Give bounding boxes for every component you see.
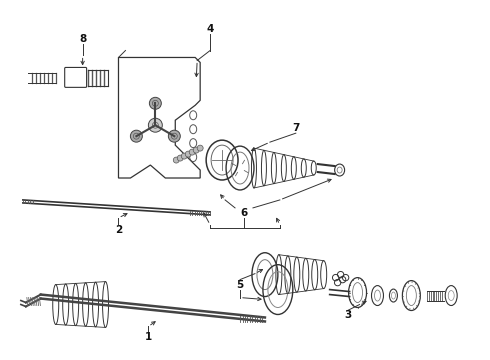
Circle shape [130, 130, 143, 142]
Text: 5: 5 [236, 280, 244, 289]
Text: 8: 8 [79, 33, 86, 44]
Circle shape [181, 153, 187, 159]
Text: 7: 7 [292, 123, 299, 133]
Circle shape [189, 149, 195, 155]
Circle shape [149, 97, 161, 109]
Circle shape [197, 145, 203, 151]
Text: 2: 2 [115, 225, 122, 235]
Text: 4: 4 [206, 24, 214, 33]
Text: 6: 6 [241, 208, 247, 218]
Text: 1: 1 [145, 332, 152, 342]
Circle shape [185, 151, 191, 157]
Circle shape [169, 130, 180, 142]
Circle shape [193, 147, 199, 153]
Circle shape [173, 157, 179, 163]
Circle shape [148, 118, 162, 132]
Circle shape [177, 155, 183, 161]
Text: 3: 3 [344, 310, 351, 320]
